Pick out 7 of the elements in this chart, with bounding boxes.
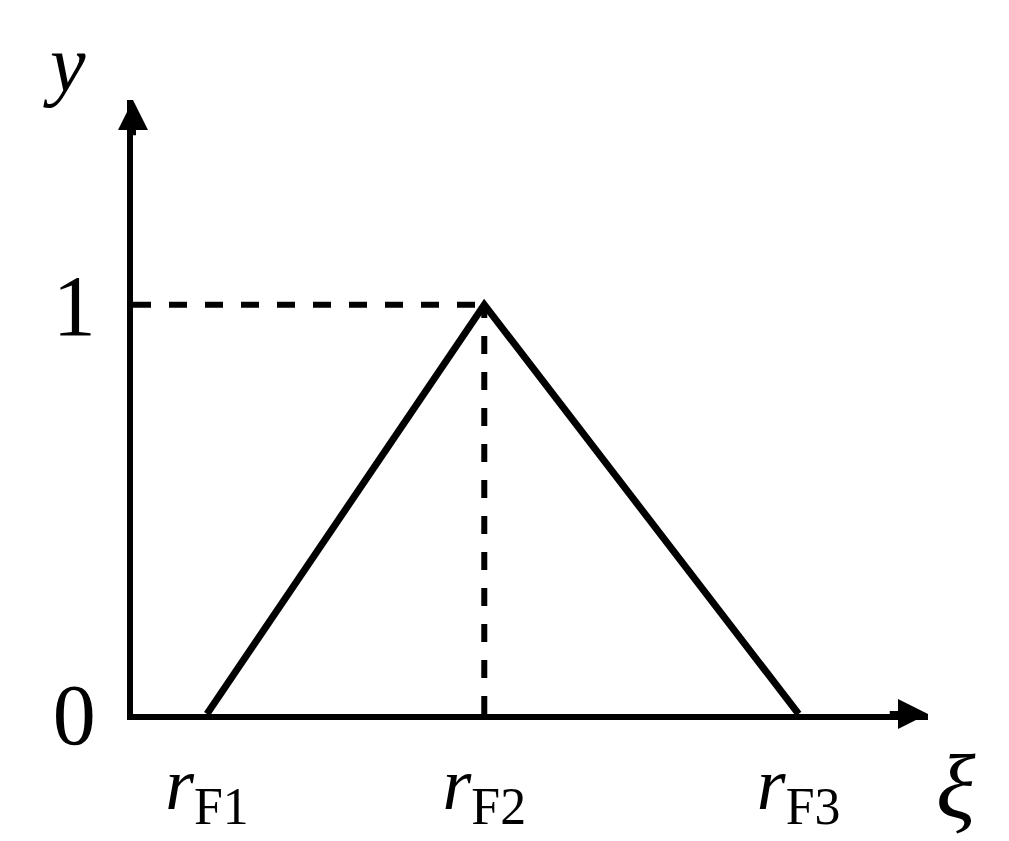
y-tick-label: 1 [52,257,96,354]
x-tick-label: r$_{F2}$ [442,742,527,836]
x-tick-label: r$_{F1}$ [165,742,249,836]
x-axis-title: ξ [936,736,976,838]
y-axis-title: y [43,20,86,108]
x-tick-label: r$_{F3}$ [756,742,841,836]
y-tick-label: 0 [52,667,96,764]
